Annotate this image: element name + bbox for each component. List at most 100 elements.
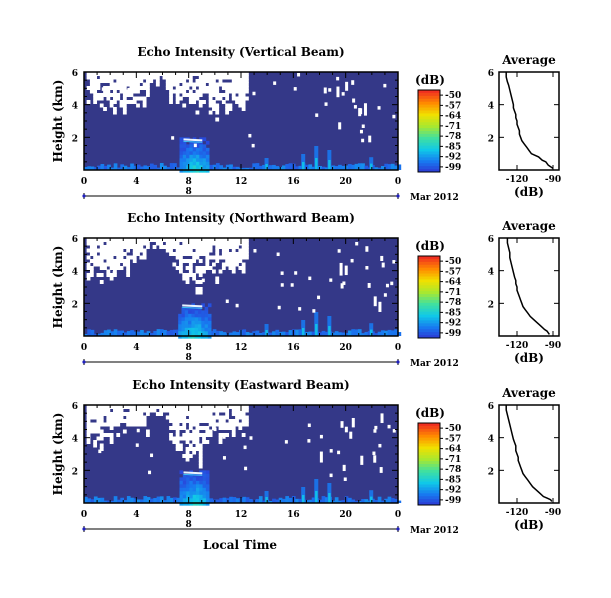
colorbar-tick-label: -71 [445, 288, 461, 298]
missing-data-cell [188, 273, 193, 277]
surface-echo-cell [166, 331, 171, 336]
colorbar-band [418, 329, 440, 333]
echo-column-cell [205, 498, 210, 503]
missing-data-cell [344, 265, 348, 276]
missing-data-cell [218, 72, 223, 76]
missing-data-cell [122, 429, 127, 434]
echo-column-cell [191, 317, 195, 322]
missing-data-cell [96, 415, 101, 420]
missing-data-cell [139, 238, 144, 242]
echo-column-cell [181, 324, 186, 329]
echo-column-cell [196, 477, 200, 482]
missing-data-cell [188, 248, 193, 253]
date-label: Mar 2012 [410, 193, 459, 203]
missing-data-cell [169, 79, 173, 83]
echo-column-cell [196, 484, 200, 489]
missing-data-cell [126, 412, 131, 416]
surface-echo-cell [130, 497, 134, 503]
echo-column-cell [179, 147, 184, 152]
echo-column-cell [205, 480, 210, 485]
colorbar-frame [417, 89, 441, 173]
colorbar-band [418, 119, 440, 123]
missing-data-cell [172, 426, 177, 430]
missing-data-cell [96, 419, 101, 423]
missing-data-cell [182, 276, 187, 281]
surface-echo-cell [97, 333, 101, 336]
surface-echo-cell [262, 500, 266, 503]
missing-data-cell [218, 405, 223, 409]
missing-data-cell [228, 262, 233, 267]
surface-echo-cell [84, 496, 88, 503]
missing-data-cell [116, 266, 121, 270]
missing-data-cell [175, 255, 180, 260]
missing-data-cell [205, 429, 210, 434]
surface-echo-cell [117, 330, 121, 336]
echo-column-cell [192, 140, 197, 145]
echo-column-cell [188, 306, 192, 311]
missing-data-cell [238, 248, 243, 253]
missing-data-cell [252, 91, 256, 96]
surface-echo-cell [348, 497, 352, 503]
missing-data-cell [188, 412, 193, 416]
colorbar-band [418, 437, 440, 441]
echo-column-cell [202, 144, 207, 149]
missing-data-cell [132, 100, 137, 104]
missing-data-cell [198, 269, 203, 274]
missing-data-cell [172, 419, 177, 423]
echo-bump-core [265, 497, 268, 503]
echo-column-cell [189, 151, 194, 156]
missing-data-cell [113, 89, 117, 94]
missing-data-cell [119, 238, 124, 242]
missing-data-cell [235, 259, 239, 263]
echo-bump-core [301, 328, 305, 336]
missing-data-cell [198, 86, 203, 90]
missing-data-cell [188, 433, 193, 437]
missing-data-cell [106, 408, 111, 413]
surface-echo-cell [84, 166, 88, 170]
missing-data-cell [132, 405, 137, 409]
missing-data-cell [179, 412, 183, 416]
missing-data-cell [235, 252, 239, 256]
missing-data-cell [212, 419, 216, 423]
x-tick-label: 8 [186, 510, 192, 520]
echo-column-cell [202, 498, 207, 503]
missing-data-cell [195, 426, 200, 430]
missing-data-cell [86, 412, 91, 416]
echo-column-cell [196, 473, 200, 478]
day-label: 8 [186, 353, 192, 363]
colorbar-tick-label: -85 [445, 308, 461, 318]
colorbar-band [418, 302, 440, 307]
y-axis-label: Height (km) [51, 80, 65, 163]
surface-echo-cell [384, 498, 388, 503]
missing-data-cell [221, 82, 226, 87]
surface-echo-cell [341, 500, 346, 503]
missing-data-cell [241, 72, 246, 76]
missing-data-cell [132, 86, 137, 90]
missing-data-cell [225, 93, 230, 97]
surface-echo-cell [219, 165, 223, 170]
echo-column-cell [196, 494, 200, 499]
colorbar-band [418, 139, 440, 144]
echo-column-cell [198, 327, 202, 332]
missing-data-cell [185, 454, 190, 458]
missing-data-cell [235, 255, 239, 260]
missing-data-cell [89, 269, 94, 274]
missing-data-cell [344, 426, 348, 433]
missing-data-cell [212, 82, 216, 87]
missing-data-cell [195, 440, 200, 444]
missing-data-cell [119, 245, 124, 249]
missing-data-cell [149, 405, 154, 409]
echo-column-cell [192, 477, 197, 482]
missing-data-cell [188, 436, 193, 441]
x-tick-label: 4 [133, 177, 139, 187]
missing-data-cell [235, 408, 239, 413]
surface-echo-cell [173, 329, 177, 336]
surface-echo-cell [136, 164, 141, 170]
day-axis-dot [396, 527, 400, 531]
echo-column-cell [179, 491, 184, 496]
missing-data-cell [113, 419, 117, 423]
missing-data-cell [179, 86, 183, 90]
missing-data-cell [106, 93, 111, 97]
missing-data-cell [212, 103, 216, 108]
missing-data-cell [106, 273, 111, 277]
